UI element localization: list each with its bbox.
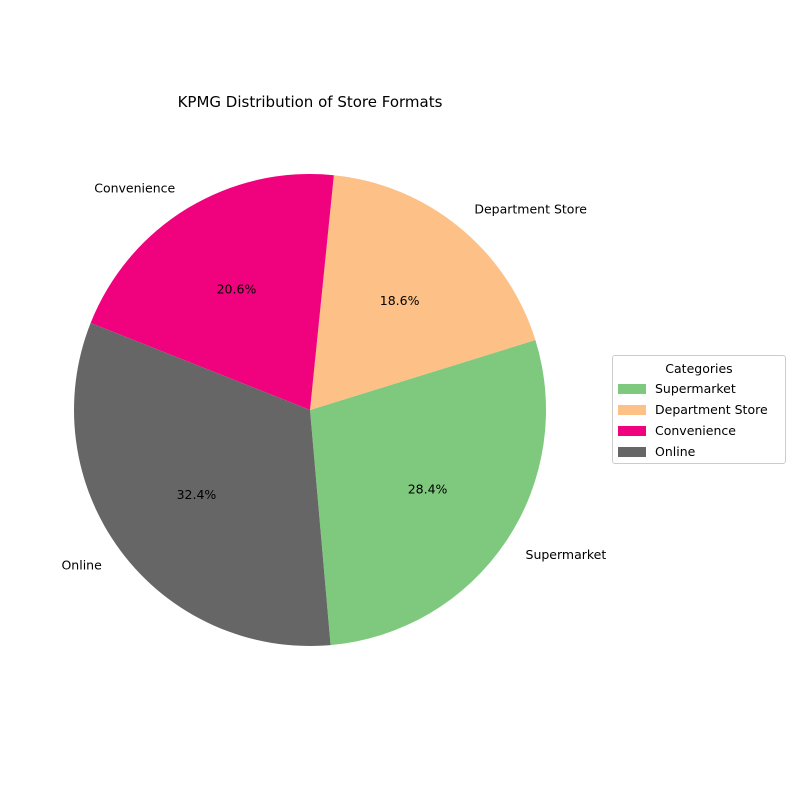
legend-label: Department Store bbox=[655, 402, 768, 417]
pie-slices bbox=[74, 174, 546, 646]
pie-labels: 28.4% Supermarket 18.6% Department Store 20.… bbox=[61, 181, 606, 573]
legend-label: Online bbox=[655, 444, 696, 459]
pie-percent-label: 32.4% bbox=[177, 487, 217, 502]
legend-item: Online bbox=[613, 441, 785, 462]
pie-percent-label: 28.4% bbox=[408, 481, 448, 496]
pie-category-label: Convenience bbox=[94, 181, 175, 196]
pie-category-label: Supermarket bbox=[526, 547, 607, 562]
pie-category-label: Online bbox=[61, 558, 102, 573]
legend-items: Supermarket Department Store Convenience On… bbox=[613, 378, 785, 462]
legend-label: Convenience bbox=[655, 423, 736, 438]
pie-slice-department-store bbox=[310, 175, 536, 410]
pie-category-label: Department Store bbox=[474, 202, 587, 217]
legend-label: Supermarket bbox=[655, 381, 736, 396]
legend-swatch bbox=[618, 425, 646, 436]
legend-item: Convenience bbox=[613, 420, 785, 441]
chart-title: KPMG Distribution of Store Formats bbox=[178, 93, 443, 111]
legend-swatch bbox=[618, 383, 646, 394]
pie-percent-label: 20.6% bbox=[217, 281, 257, 296]
legend-swatch bbox=[618, 404, 646, 415]
pie-slice-convenience bbox=[90, 174, 334, 410]
pie-slice-online bbox=[74, 322, 331, 646]
legend-swatch bbox=[618, 446, 646, 457]
pie-percent-label: 18.6% bbox=[380, 293, 420, 308]
legend-title: Categories bbox=[665, 361, 733, 376]
legend: Categories Supermarket Department Store Co… bbox=[612, 355, 786, 464]
legend-item: Department Store bbox=[613, 399, 785, 420]
legend-item: Supermarket bbox=[613, 378, 785, 399]
pie-slice-supermarket bbox=[310, 340, 546, 646]
